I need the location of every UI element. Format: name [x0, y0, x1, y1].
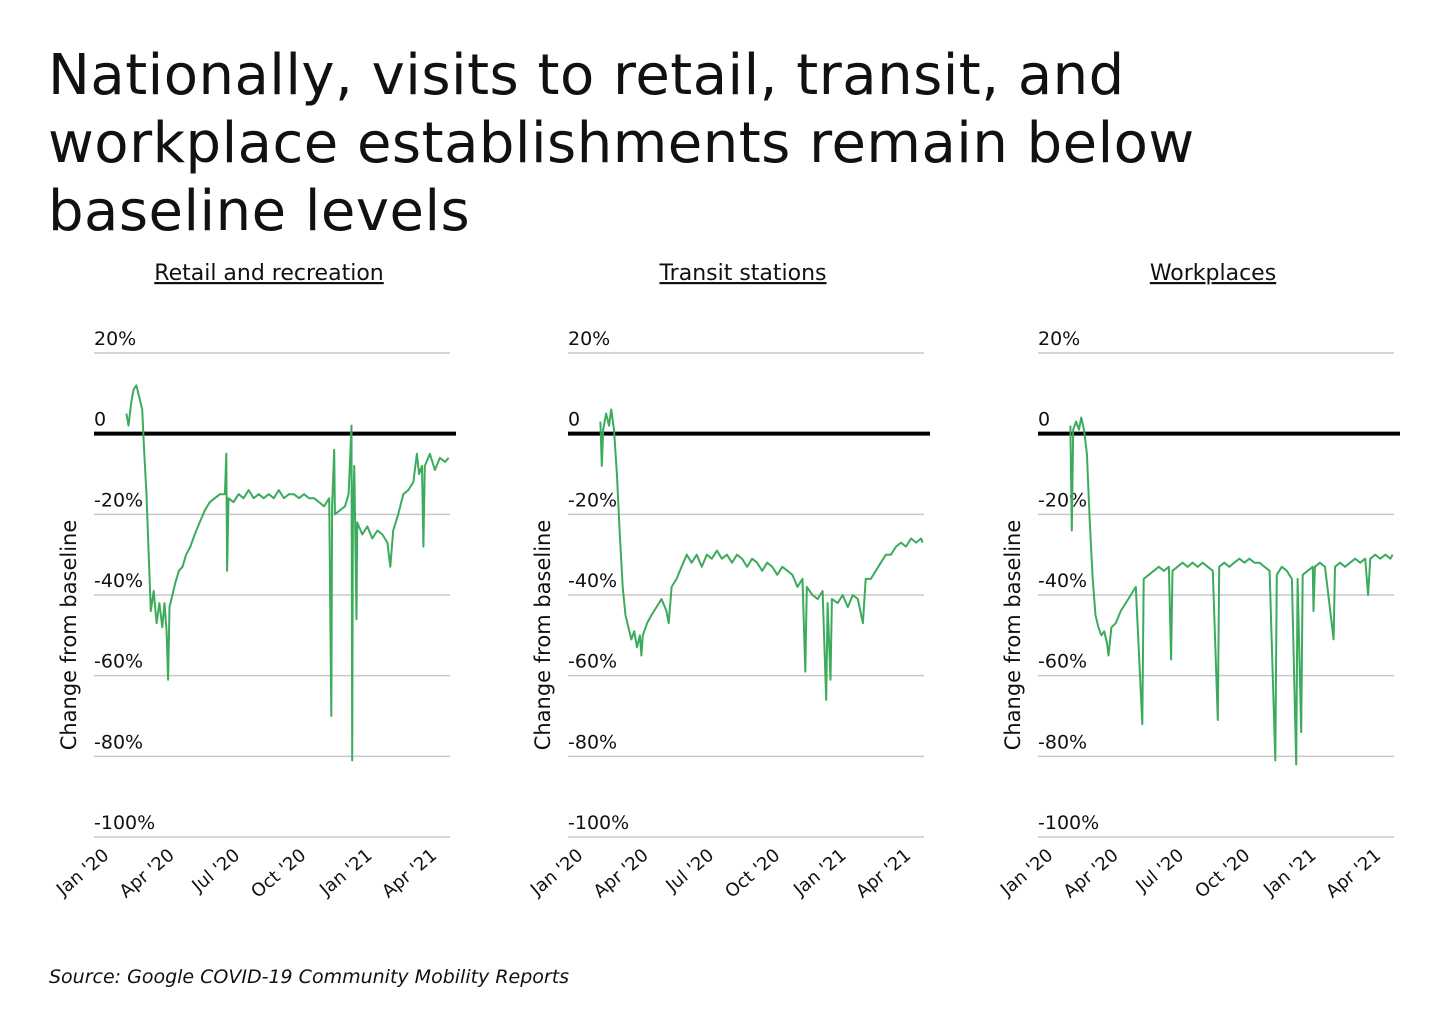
- x-tick-label: Oct '20: [1191, 845, 1254, 903]
- y-tick-label: -20%: [1038, 489, 1087, 511]
- y-tick-label: 0: [94, 409, 106, 431]
- y-tick-label: -20%: [568, 489, 617, 511]
- y-tick-label: 0: [1038, 409, 1050, 431]
- x-tick-label: Jan '20: [526, 845, 587, 901]
- y-tick-label: -20%: [94, 489, 143, 511]
- y-tick-label: -80%: [1038, 731, 1087, 753]
- source-note: Source: Google COVID-19 Community Mobili…: [49, 966, 570, 988]
- x-tick-label: Apr '20: [590, 845, 653, 903]
- y-axis-label: Change from baseline: [531, 520, 555, 751]
- x-tick-label: Apr '20: [116, 845, 179, 903]
- chart-title: Retail and recreation: [154, 261, 383, 286]
- chart-panel-workplaces: Workplaces 20% 0 -20% -40% -60% -80% -100% Chang…: [984, 240, 1424, 930]
- y-tick-label: 20%: [94, 328, 136, 350]
- series-line: [599, 408, 924, 701]
- x-tick-label: Jul '20: [187, 845, 244, 897]
- y-tick-label: -80%: [568, 731, 617, 753]
- y-tick-label: -60%: [1038, 651, 1087, 673]
- workplaces-chart-svg: Workplaces 20% 0 -20% -40% -60% -80% -100% Chang…: [996, 261, 1400, 903]
- y-tick-label: -80%: [94, 731, 143, 753]
- x-tick-label: Oct '20: [721, 845, 784, 903]
- x-tick-label: Jan '20: [52, 845, 113, 901]
- page-title: Nationally, visits to retail, transit, a…: [48, 43, 1195, 244]
- series-line: [125, 384, 450, 762]
- x-tick-label: Jul '20: [661, 845, 718, 897]
- chart-panel-retail: Retail and recreation 20% 0 -20% -40% -60% -80…: [40, 240, 480, 930]
- y-tick-label: 20%: [568, 328, 610, 350]
- x-tick-label: Apr '21: [1322, 845, 1385, 903]
- y-tick-label: -40%: [1038, 570, 1087, 592]
- y-axis-label: Change from baseline: [57, 520, 81, 751]
- y-tick-label: -100%: [1038, 812, 1099, 834]
- y-tick-label: -60%: [94, 651, 143, 673]
- x-tick-label: Apr '20: [1060, 845, 1123, 903]
- x-tick-label: Jan '21: [1259, 845, 1320, 901]
- y-tick-label: -100%: [94, 812, 155, 834]
- x-tick-label: Apr '21: [378, 845, 441, 903]
- chart-title: Workplaces: [1150, 261, 1276, 286]
- retail-chart-svg: Retail and recreation 20% 0 -20% -40% -60% -80…: [52, 261, 456, 903]
- x-tick-label: Jul '20: [1131, 845, 1188, 897]
- chart-panel-transit: Transit stations 20% 0 -20% -40% -60% -80% -100…: [514, 240, 954, 930]
- y-tick-label: -100%: [568, 812, 629, 834]
- x-tick-label: Oct '20: [247, 845, 310, 903]
- x-tick-label: Jan '21: [789, 845, 850, 901]
- transit-chart-svg: Transit stations 20% 0 -20% -40% -60% -80% -100…: [526, 261, 930, 903]
- x-tick-label: Jan '20: [996, 845, 1057, 901]
- y-tick-label: 20%: [1038, 328, 1080, 350]
- y-axis-label: Change from baseline: [1001, 520, 1025, 751]
- series-line: [1069, 416, 1394, 766]
- x-tick-label: Apr '21: [852, 845, 915, 903]
- y-tick-label: -40%: [568, 570, 617, 592]
- x-tick-label: Jan '21: [315, 845, 376, 901]
- y-tick-label: -40%: [94, 570, 143, 592]
- chart-title: Transit stations: [658, 261, 826, 286]
- y-tick-label: 0: [568, 409, 580, 431]
- y-tick-label: -60%: [568, 651, 617, 673]
